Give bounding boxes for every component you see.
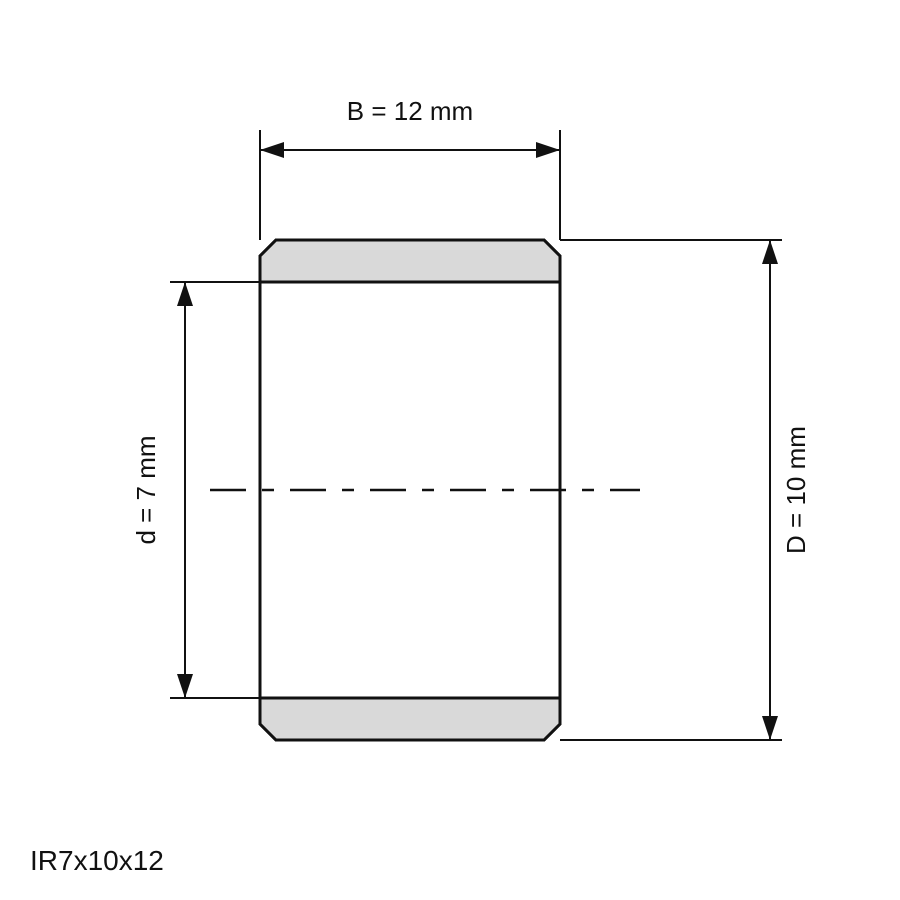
dim-B-label: B = 12 mm bbox=[347, 96, 473, 126]
dim-d-arrow-bot bbox=[177, 674, 193, 698]
part-number: IR7x10x12 bbox=[30, 845, 164, 876]
ring-bottom-wall bbox=[260, 698, 560, 740]
dim-D-arrow-bot bbox=[762, 716, 778, 740]
technical-drawing: B = 12 mm d = 7 mm D = 10 mm IR7x10x12 bbox=[0, 0, 900, 900]
dim-B-arrow-left bbox=[260, 142, 284, 158]
dim-d-label: d = 7 mm bbox=[131, 435, 161, 544]
ring-top-wall bbox=[260, 240, 560, 282]
dim-d-arrow-top bbox=[177, 282, 193, 306]
dim-B-arrow-right bbox=[536, 142, 560, 158]
dim-D-label: D = 10 mm bbox=[781, 426, 811, 554]
dim-D-arrow-top bbox=[762, 240, 778, 264]
